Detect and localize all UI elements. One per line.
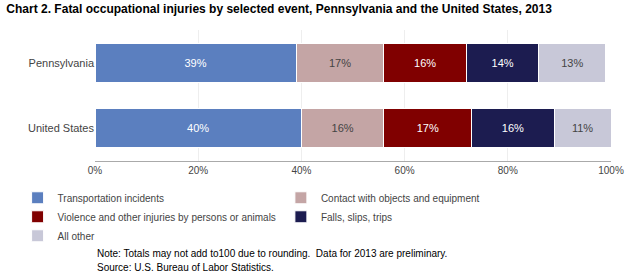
svg-text:11%: 11%	[572, 122, 593, 134]
svg-text:14%: 14%	[492, 57, 514, 69]
svg-text:16%: 16%	[332, 122, 354, 134]
svg-text:80%: 80%	[498, 165, 518, 176]
svg-text:60%: 60%	[395, 165, 415, 176]
svg-text:Contact with objects and equip: Contact with objects and equipment	[321, 193, 480, 204]
svg-text:20%: 20%	[188, 165, 208, 176]
svg-text:Chart 2. Fatal occupational in: Chart 2. Fatal occupational injuries by …	[6, 2, 552, 16]
svg-text:40%: 40%	[187, 122, 209, 134]
svg-text:Falls, slips, trips: Falls, slips, trips	[321, 212, 392, 223]
svg-text:16%: 16%	[414, 57, 436, 69]
svg-text:Violence and other injuries by: Violence and other injuries by persons o…	[58, 212, 276, 223]
svg-text:0%: 0%	[88, 165, 103, 176]
svg-text:13%: 13%	[561, 57, 583, 69]
svg-text:17%: 17%	[329, 57, 351, 69]
svg-text:40%: 40%	[291, 165, 311, 176]
svg-text:All other: All other	[58, 231, 95, 242]
svg-text:Source: U.S. Bureau of Labor S: Source: U.S. Bureau of Labor Statistics.	[97, 262, 274, 273]
svg-text:100%: 100%	[598, 165, 624, 176]
svg-text:39%: 39%	[185, 57, 207, 69]
svg-text:16%: 16%	[502, 122, 524, 134]
svg-text:Transportation incidents: Transportation incidents	[58, 193, 164, 204]
svg-text:Pennsylvania: Pennsylvania	[29, 57, 95, 69]
svg-text:United States: United States	[28, 122, 95, 134]
svg-text:Note: Totals may not add to100: Note: Totals may not add to100 due to ro…	[97, 248, 447, 259]
svg-text:17%: 17%	[417, 122, 439, 134]
